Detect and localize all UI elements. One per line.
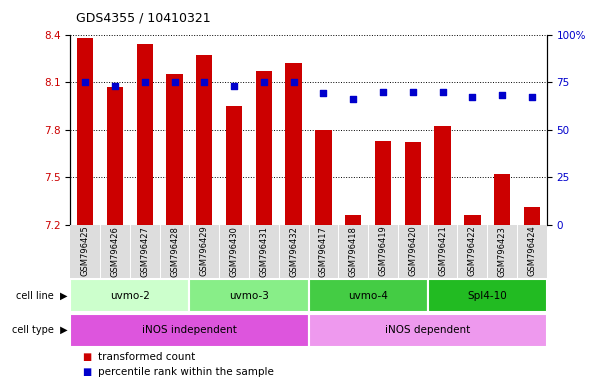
Text: ■: ■ (82, 352, 92, 362)
Point (170, 79, 180, 85)
Text: uvmo-3: uvmo-3 (229, 291, 269, 301)
Point (199, 79, 209, 85)
Bar (255, 71, 272, 225)
Point (437, 89, 447, 95)
Text: uvmo-4: uvmo-4 (348, 291, 388, 301)
Text: GSM796428: GSM796428 (170, 226, 179, 276)
Bar (107, 87, 123, 225)
Text: GSM796425: GSM796425 (81, 226, 90, 276)
Text: GSM796426: GSM796426 (111, 226, 119, 276)
FancyBboxPatch shape (309, 279, 428, 312)
FancyBboxPatch shape (70, 279, 189, 312)
Point (348, 96, 358, 102)
Point (497, 92, 507, 98)
FancyBboxPatch shape (428, 279, 547, 312)
Bar (166, 74, 183, 225)
FancyBboxPatch shape (189, 279, 309, 312)
Text: GSM796424: GSM796424 (527, 226, 536, 276)
Text: GSM796421: GSM796421 (438, 226, 447, 276)
Point (318, 90, 328, 96)
Bar (434, 126, 451, 225)
Bar (345, 215, 362, 225)
Text: Spl4-10: Spl4-10 (467, 291, 507, 301)
Text: GSM796432: GSM796432 (289, 226, 298, 276)
Bar (196, 55, 213, 225)
Point (467, 94, 477, 100)
Text: GSM796422: GSM796422 (468, 226, 477, 276)
Bar (285, 63, 302, 225)
Text: GSM796418: GSM796418 (349, 226, 357, 276)
FancyBboxPatch shape (309, 314, 547, 347)
Point (378, 89, 388, 95)
Bar (464, 215, 481, 225)
Text: uvmo-2: uvmo-2 (110, 291, 150, 301)
Bar (315, 130, 332, 225)
Point (408, 89, 418, 95)
Point (229, 83, 239, 89)
Bar (404, 142, 421, 225)
Point (110, 83, 120, 89)
FancyBboxPatch shape (70, 314, 309, 347)
Text: cell line  ▶: cell line ▶ (16, 291, 67, 301)
Point (527, 94, 537, 100)
Point (80, 79, 90, 85)
Text: GSM796429: GSM796429 (200, 226, 209, 276)
Text: iNOS dependent: iNOS dependent (385, 325, 470, 335)
Point (289, 79, 299, 85)
Text: GDS4355 / 10410321: GDS4355 / 10410321 (76, 12, 211, 25)
Text: GSM796423: GSM796423 (498, 226, 507, 276)
Bar (524, 207, 540, 225)
Bar (136, 44, 153, 225)
Text: transformed count: transformed count (98, 352, 195, 362)
Text: ■: ■ (82, 367, 92, 377)
Text: cell type  ▶: cell type ▶ (12, 325, 67, 335)
Text: GSM796431: GSM796431 (260, 226, 268, 276)
Bar (494, 174, 510, 225)
Text: GSM796427: GSM796427 (141, 226, 149, 276)
Text: GSM796430: GSM796430 (230, 226, 238, 276)
Text: GSM796417: GSM796417 (319, 226, 328, 276)
Bar (77, 38, 93, 225)
Bar (375, 141, 391, 225)
Point (259, 79, 269, 85)
Text: percentile rank within the sample: percentile rank within the sample (98, 367, 274, 377)
Bar (226, 106, 243, 225)
Text: GSM796420: GSM796420 (408, 226, 417, 276)
Text: GSM796419: GSM796419 (379, 226, 387, 276)
Text: iNOS independent: iNOS independent (142, 325, 237, 335)
Point (140, 79, 150, 85)
